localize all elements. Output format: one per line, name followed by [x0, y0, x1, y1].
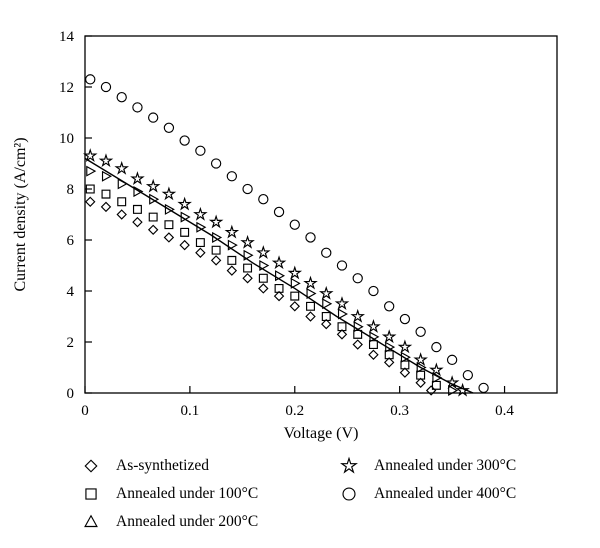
x-axis-label: Voltage (V): [284, 425, 359, 442]
x-axis-ticks: 0 0.1 0.2 0.3 0.4: [81, 386, 514, 419]
star-marker-icon: [340, 456, 358, 474]
legend-item-annealed-400c: Annealed under 400°C: [338, 480, 516, 508]
x-tick-label: 0.2: [285, 403, 304, 419]
x-tick-label: 0.1: [181, 403, 200, 419]
legend-label-annealed-400c: Annealed under 400°C: [374, 485, 517, 502]
series-as-synthetized: [85, 196, 437, 396]
y-tick-label: 0: [67, 386, 75, 402]
y-tick-label: 8: [67, 182, 75, 198]
x-tick-label: 0: [81, 403, 89, 419]
plot-frame: [84, 35, 558, 394]
legend-item-as-synthetized: As-synthetized: [80, 452, 338, 480]
legend-item-annealed-100c: Annealed under 100°C: [80, 480, 338, 508]
y-tick-label: 4: [67, 284, 75, 300]
x-tick-label: 0.3: [390, 403, 409, 419]
y-axis-ticks: 0 2 4 6 8 10 12 14: [59, 29, 92, 402]
y-tick-label: 10: [59, 131, 74, 147]
legend-label-as-synthetized: As-synthetized: [116, 457, 209, 474]
square-marker-icon: [85, 488, 97, 500]
series-annealed-100c: [85, 184, 441, 390]
legend-label-annealed-100c: Annealed under 100°C: [116, 485, 259, 502]
y-tick-label: 14: [59, 29, 75, 45]
y-tick-label: 12: [59, 80, 74, 96]
legend-column-left: As-synthetized Annealed under 100°C Anne…: [80, 452, 338, 536]
legend-item-annealed-200c: Annealed under 200°C: [80, 508, 338, 536]
legend-label-annealed-300c: Annealed under 300°C: [374, 457, 517, 474]
legend-item-annealed-300c: Annealed under 300°C: [338, 452, 516, 480]
chart-legend: As-synthetized Annealed under 100°C Anne…: [80, 452, 516, 536]
jv-chart-canvas: 0 0.1 0.2 0.3 0.4 0 2 4 6 8 10 12 14 Voltage (V) Curre…: [12, 29, 558, 442]
series-annealed-200c: [86, 165, 459, 396]
y-tick-label: 2: [67, 335, 75, 351]
y-tick-label: 6: [67, 233, 75, 249]
series-annealed-400c: [85, 74, 489, 394]
circle-marker-icon: [342, 487, 356, 501]
y-axis-label: Current density (A/cm²): [12, 137, 29, 291]
legend-label-annealed-200c: Annealed under 200°C: [116, 513, 259, 530]
diamond-marker-icon: [84, 459, 98, 473]
legend-column-right: Annealed under 300°C Annealed under 400°…: [338, 452, 516, 536]
x-tick-label: 0.4: [495, 403, 514, 419]
series-annealed-300c: [82, 148, 470, 397]
triangle-marker-icon: [84, 514, 98, 528]
